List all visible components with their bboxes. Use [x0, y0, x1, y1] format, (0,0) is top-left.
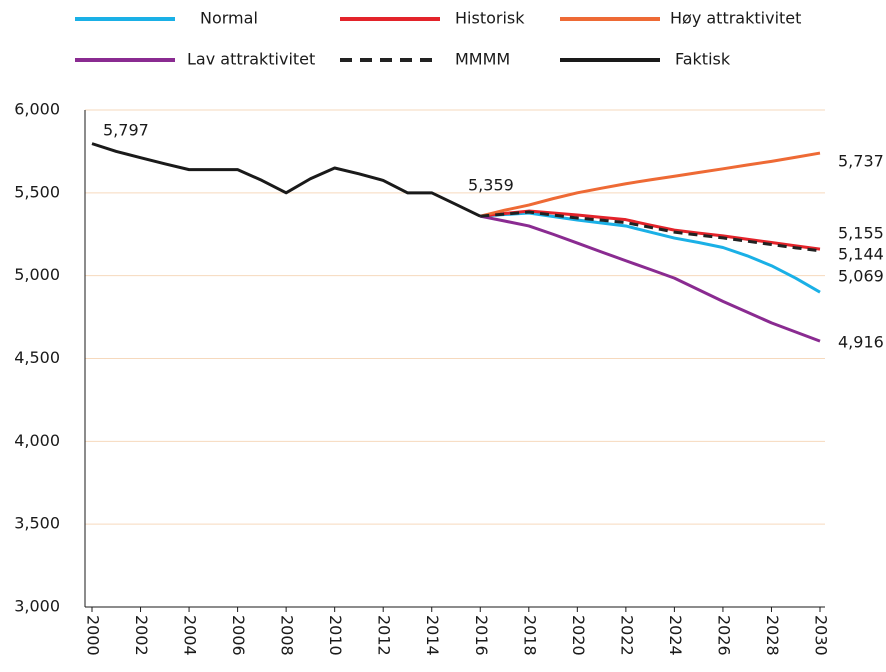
y-tick-label: 3,500 — [14, 514, 60, 533]
series-line — [479, 214, 821, 343]
x-tick-label: 2028 — [763, 615, 782, 656]
annotation: 5,069 — [838, 267, 884, 286]
y-tick-label: 6,000 — [14, 100, 60, 119]
legend-label: Historisk — [455, 9, 525, 28]
annotation: 5,155 — [838, 224, 884, 243]
legend-label: Høy attraktivitet — [670, 9, 801, 28]
x-tick-label: 2016 — [472, 615, 491, 656]
x-tick-label: 2014 — [423, 615, 442, 656]
annotation: 5,797 — [103, 121, 149, 140]
y-tick-label: 5,000 — [14, 265, 60, 284]
series-line — [480, 211, 821, 294]
series-line — [480, 209, 821, 251]
legend-label: MMMM — [455, 50, 510, 69]
x-tick-label: 2018 — [520, 615, 539, 656]
x-tick-label: 2008 — [278, 615, 297, 656]
annotation: 5,359 — [468, 176, 514, 195]
y-tick-label: 4,500 — [14, 348, 60, 367]
y-tick-label: 3,000 — [14, 597, 60, 616]
x-tick-label: 2010 — [326, 615, 345, 656]
x-tick-label: 2020 — [569, 615, 588, 656]
annotation: 5,144 — [838, 245, 884, 264]
series-line — [91, 142, 481, 218]
x-tick-label: 2024 — [666, 615, 685, 656]
series-line — [479, 151, 821, 218]
x-tick-label: 2026 — [714, 615, 733, 656]
x-tick-label: 2000 — [84, 615, 103, 656]
y-tick-label: 4,000 — [14, 431, 60, 450]
series-line — [480, 210, 821, 253]
legend-label: Lav attraktivitet — [187, 50, 315, 69]
x-tick-label: 2030 — [812, 615, 831, 656]
legend-label: Faktisk — [675, 50, 731, 69]
x-tick-label: 2004 — [181, 615, 200, 656]
annotation: 5,737 — [838, 152, 884, 171]
legend-label: Normal — [200, 9, 258, 28]
x-tick-label: 2006 — [229, 615, 248, 656]
y-tick-label: 5,500 — [14, 182, 60, 201]
x-tick-label: 2022 — [617, 615, 636, 656]
annotation: 4,916 — [838, 333, 884, 352]
x-tick-label: 2002 — [132, 615, 151, 656]
x-tick-label: 2012 — [375, 615, 394, 656]
